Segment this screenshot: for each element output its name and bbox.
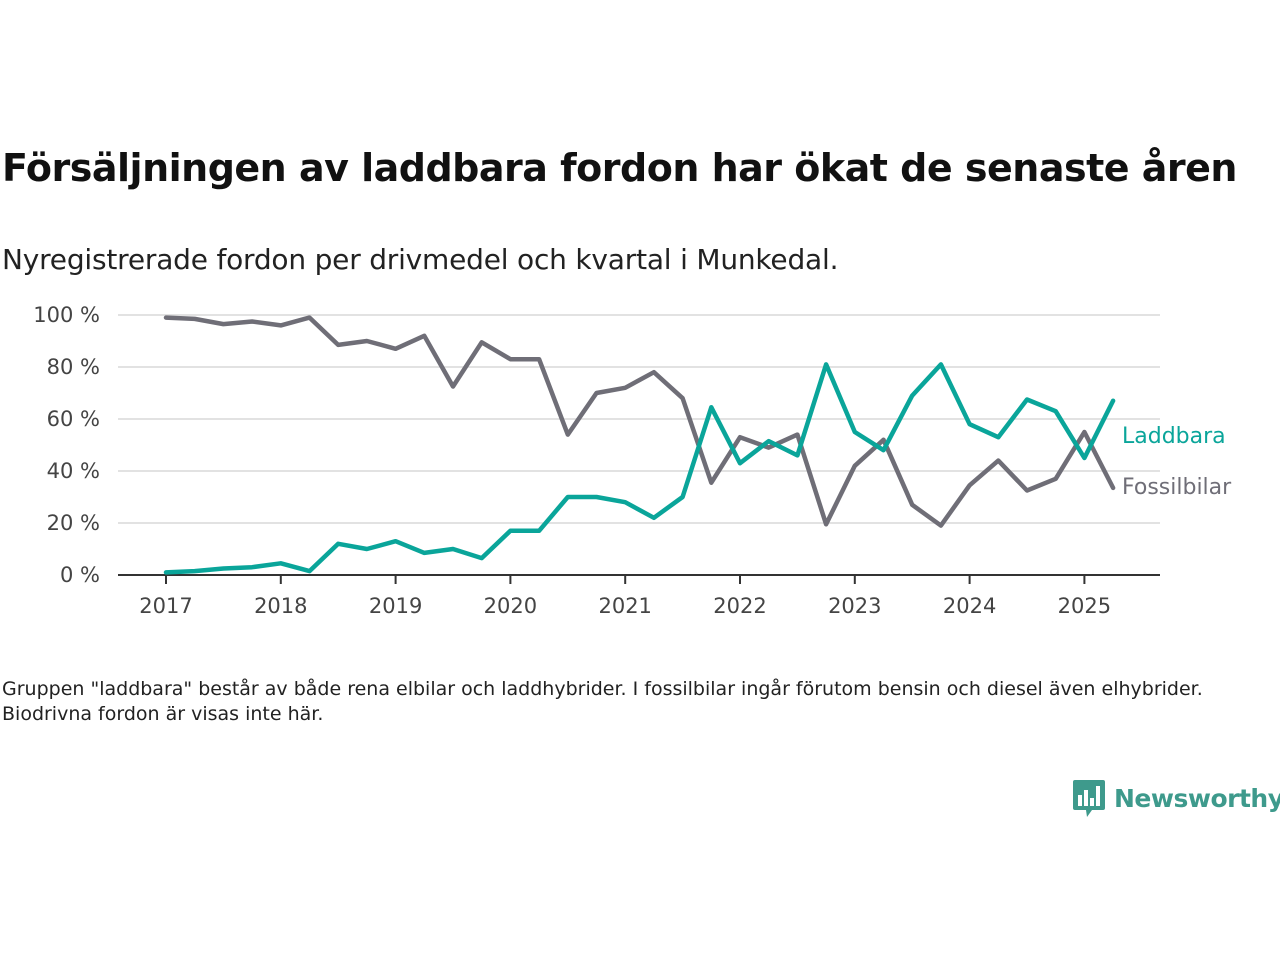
- x-tick-label: 2024: [943, 594, 996, 618]
- x-tick-label: 2022: [713, 594, 766, 618]
- footnote: Gruppen "laddbara" består av både rena e…: [2, 678, 1203, 725]
- series-line-laddbara: [163, 362, 1116, 575]
- grid-lines: [118, 314, 1160, 524]
- y-tick-label: 0 %: [60, 563, 100, 587]
- x-tick-label: 2020: [484, 594, 537, 618]
- y-tick-label: 60 %: [47, 407, 100, 431]
- brand-name: Newsworthy: [1114, 783, 1280, 813]
- x-tick-label: 2018: [254, 594, 307, 618]
- x-tick-label: 2017: [139, 594, 192, 618]
- chart-title: Försäljningen av laddbara fordon har öka…: [2, 146, 1237, 190]
- series-labels: Laddbara Fossilbilar: [1122, 424, 1232, 500]
- series-label-laddbara: Laddbara: [1122, 424, 1226, 449]
- line-chart: 0 % 20 % 40 % 60 % 80 % 100 % 2017 2018 2019 202…: [33, 303, 1232, 618]
- series-line-fossilbilar: [163, 315, 1116, 528]
- x-axis: 2017 2018 2019 2020 2021 2022 2023 2024 2025: [118, 574, 1160, 618]
- y-tick-label: 20 %: [47, 511, 100, 535]
- y-axis: 0 % 20 % 40 % 60 % 80 % 100 %: [33, 303, 100, 587]
- chart-subtitle: Nyregistrerade fordon per drivmedel och …: [2, 243, 839, 276]
- x-tick-label: 2021: [598, 594, 651, 618]
- y-tick-label: 100 %: [33, 303, 100, 327]
- x-tick-label: 2025: [1058, 594, 1111, 618]
- series-label-fossilbilar: Fossilbilar: [1122, 475, 1232, 500]
- y-tick-label: 80 %: [47, 355, 100, 379]
- x-tick-label: 2023: [828, 594, 881, 618]
- x-tick-label: 2019: [369, 594, 422, 618]
- newsworthy-logo-icon: [1073, 780, 1105, 817]
- y-tick-label: 40 %: [47, 459, 100, 483]
- brand-logo: Newsworthy: [1072, 776, 1280, 820]
- series-lines: [163, 315, 1116, 575]
